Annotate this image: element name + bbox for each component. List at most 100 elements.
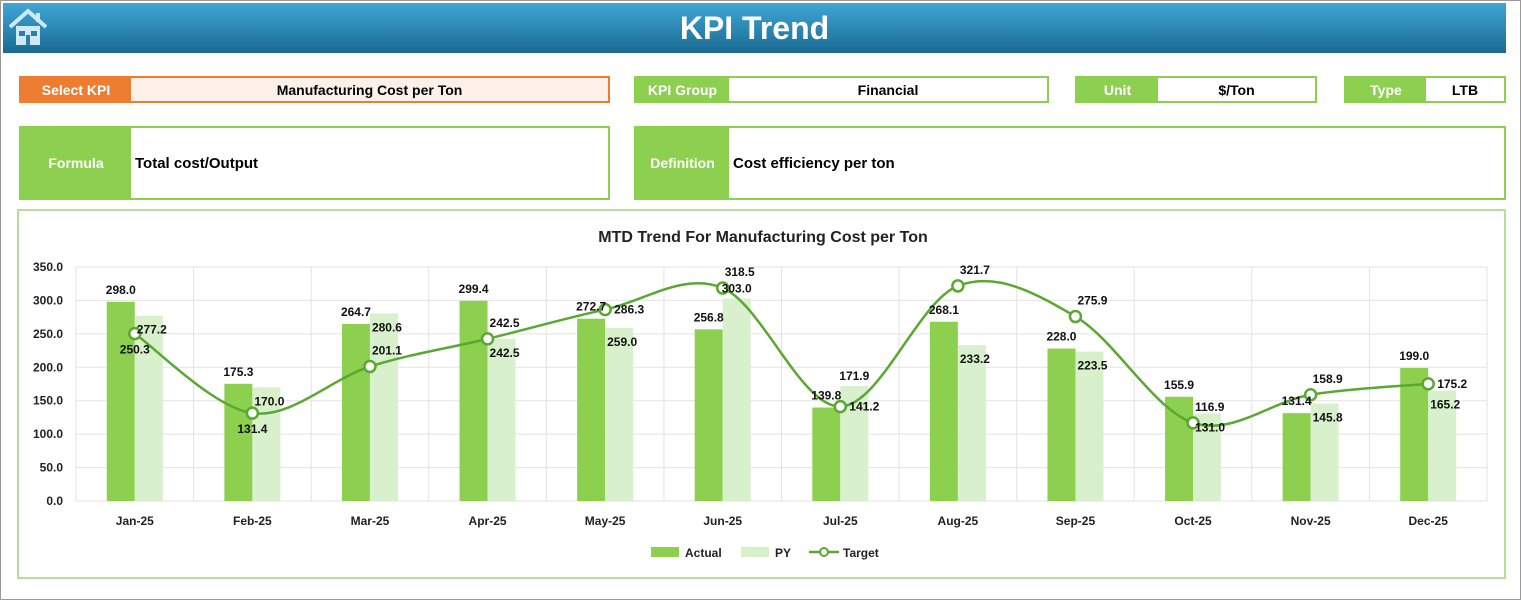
- bar-actual: [1282, 413, 1311, 501]
- data-label-actual: 131.4: [1282, 394, 1312, 408]
- data-label-actual: 299.4: [459, 282, 489, 296]
- type-value: LTB: [1426, 78, 1504, 101]
- type: Type LTB: [1344, 76, 1506, 103]
- target-marker: [1068, 309, 1083, 324]
- bar-actual: [1400, 367, 1429, 501]
- unit-label: Unit: [1077, 78, 1158, 101]
- kpi-group: KPI Group Financial: [634, 76, 1049, 103]
- bar-py: [1428, 390, 1457, 501]
- bar-py: [722, 298, 751, 501]
- bar-py: [1193, 413, 1222, 501]
- legend-py-label: PY: [775, 546, 791, 560]
- target-marker: [1303, 388, 1318, 402]
- bar-py: [134, 315, 163, 501]
- data-label-target: 242.5: [490, 316, 520, 330]
- data-label-actual: 256.8: [694, 310, 724, 324]
- data-label-target: 116.9: [1195, 400, 1225, 414]
- target-marker: [363, 359, 377, 374]
- data-label-target: 286.3: [614, 303, 644, 317]
- data-label-actual: 199.0: [1399, 349, 1429, 363]
- kpi-group-value: Financial: [729, 78, 1047, 101]
- data-label-py: 259.0: [607, 335, 637, 349]
- data-label-target: 158.9: [1313, 372, 1343, 386]
- data-label-actual: 264.7: [341, 305, 371, 319]
- chart-container: [17, 209, 1506, 579]
- x-tick-label: Mar-25: [351, 514, 390, 528]
- data-label-target: 201.1: [372, 344, 402, 358]
- bar-actual: [812, 407, 841, 501]
- select-kpi[interactable]: Select KPI Manufacturing Cost per Ton: [19, 76, 610, 103]
- legend-target-marker: [819, 547, 829, 557]
- data-label-actual: 268.1: [929, 303, 959, 317]
- kpi-group-label: KPI Group: [636, 78, 729, 101]
- data-label-py: 280.6: [372, 320, 402, 334]
- x-tick-label: Feb-25: [233, 514, 272, 528]
- data-label-target: 275.9: [1077, 294, 1107, 308]
- y-tick-label: 350.0: [33, 260, 63, 274]
- header-bar: KPI Trend: [3, 3, 1506, 53]
- data-label-actual: 298.0: [106, 283, 136, 297]
- bar-actual: [1047, 348, 1076, 501]
- target-marker: [480, 332, 495, 346]
- x-tick-label: Jun-25: [703, 514, 742, 528]
- bar-actual: [341, 324, 370, 501]
- x-tick-label: Nov-25: [1291, 514, 1331, 528]
- data-label-py: 170.0: [254, 394, 284, 408]
- x-tick-label: Oct-25: [1174, 514, 1212, 528]
- y-tick-label: 0.0: [46, 494, 63, 508]
- definition-label: Definition: [636, 128, 729, 198]
- unit: Unit $/Ton: [1075, 76, 1317, 103]
- data-label-py: 242.5: [490, 346, 520, 360]
- unit-value: $/Ton: [1158, 78, 1315, 101]
- bar-actual: [1165, 396, 1194, 501]
- data-label-py: 277.2: [137, 323, 167, 337]
- target-marker: [715, 281, 730, 295]
- bar-py: [957, 345, 986, 501]
- bar-py: [252, 387, 281, 501]
- definition-value: Cost efficiency per ton: [729, 128, 1504, 198]
- legend-actual-swatch: [651, 547, 679, 557]
- y-tick-label: 50.0: [40, 461, 64, 475]
- target-marker: [128, 326, 142, 341]
- data-label-actual: 228.0: [1046, 330, 1076, 344]
- data-label-py: 233.2: [960, 352, 990, 366]
- bar-py: [605, 327, 634, 501]
- formula-value: Total cost/Output: [131, 128, 608, 198]
- data-label-target: 318.5: [725, 265, 755, 279]
- data-label-py: 223.5: [1077, 359, 1107, 373]
- data-label-py: 145.8: [1313, 411, 1343, 425]
- data-label-actual: 139.8: [811, 389, 841, 403]
- select-kpi-dropdown[interactable]: Manufacturing Cost per Ton: [131, 78, 608, 101]
- data-label-target: 141.2: [849, 400, 879, 414]
- bar-py: [1075, 351, 1104, 501]
- y-tick-label: 100.0: [33, 427, 63, 441]
- x-tick-label: Sep-25: [1056, 514, 1096, 528]
- data-label-py: 303.0: [722, 281, 752, 295]
- chart-title: MTD Trend For Manufacturing Cost per Ton: [598, 229, 927, 246]
- home-icon[interactable]: [7, 7, 49, 47]
- bar-actual: [577, 318, 606, 501]
- legend-actual-label: Actual: [685, 546, 722, 560]
- type-label: Type: [1346, 78, 1426, 101]
- target-marker: [951, 279, 965, 293]
- bar-py: [369, 313, 398, 501]
- data-label-target: 250.3: [120, 343, 150, 357]
- data-label-target: 131.4: [237, 422, 267, 436]
- x-tick-label: Jan-25: [116, 514, 154, 528]
- bar-py: [487, 338, 516, 501]
- y-tick-label: 250.0: [33, 327, 63, 341]
- bar-py: [1310, 403, 1339, 501]
- data-label-py: 171.9: [839, 369, 869, 383]
- data-label-py: 131.0: [1195, 420, 1225, 434]
- formula-label: Formula: [21, 128, 131, 198]
- data-label-actual: 272.7: [576, 300, 606, 314]
- target-marker: [833, 399, 848, 414]
- y-tick-label: 300.0: [33, 293, 63, 307]
- target-marker: [245, 406, 260, 420]
- page-title: KPI Trend: [679, 9, 830, 46]
- data-label-actual: 175.3: [223, 365, 253, 379]
- x-tick-label: Aug-25: [938, 514, 979, 528]
- x-tick-label: May-25: [585, 514, 626, 528]
- legend-py-swatch: [741, 547, 769, 557]
